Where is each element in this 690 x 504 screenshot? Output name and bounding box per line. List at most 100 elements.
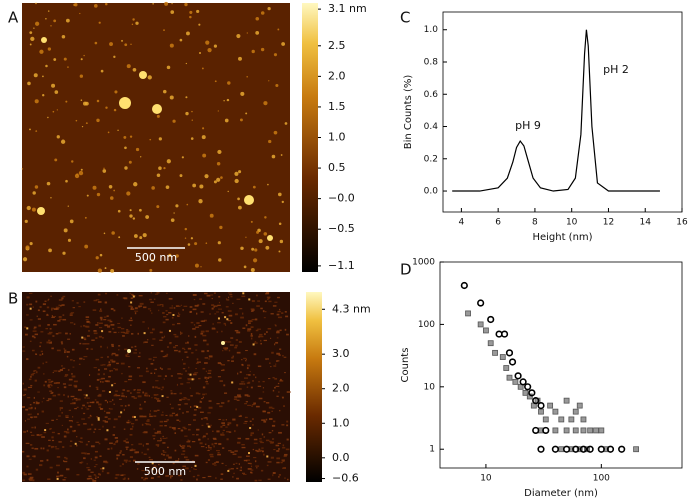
speckle [81, 452, 85, 454]
speckle [101, 330, 104, 333]
speckle [108, 391, 111, 394]
speckle [162, 442, 166, 444]
speckle [37, 391, 40, 393]
speckle [134, 312, 137, 315]
speckle [277, 442, 281, 444]
speckle [99, 316, 103, 319]
speckle [131, 293, 133, 296]
speckle [205, 377, 210, 379]
particle [99, 253, 103, 257]
speckle [202, 367, 206, 370]
particle [124, 146, 127, 150]
speckle [166, 437, 168, 439]
speckle [48, 339, 51, 342]
speckle [71, 420, 73, 423]
speckle [215, 461, 219, 463]
colorbar [302, 3, 318, 272]
particle [172, 119, 176, 123]
speckle [57, 387, 59, 389]
speckle [90, 445, 95, 448]
speckle [164, 354, 168, 357]
speckle [281, 396, 284, 398]
speckle [142, 391, 144, 394]
speckle [279, 329, 282, 332]
speckle [145, 370, 149, 373]
speckle [86, 348, 89, 350]
speckle [48, 439, 51, 441]
speckle [26, 303, 29, 306]
speckle [275, 341, 279, 344]
particle [52, 110, 55, 113]
speckle [126, 329, 129, 331]
speckle [176, 322, 181, 325]
speckle [225, 426, 228, 428]
speckle [112, 328, 115, 330]
speckle [23, 473, 27, 476]
speckle [216, 430, 220, 433]
particle [200, 266, 202, 268]
y-tick-label: 1 [429, 445, 435, 455]
speckle [246, 386, 249, 388]
speckle [236, 298, 241, 300]
speckle [65, 457, 68, 460]
speckle [197, 474, 200, 477]
speckle [123, 408, 125, 411]
speckle [258, 479, 262, 481]
particle [81, 126, 84, 128]
speckle [194, 409, 197, 411]
speckle [260, 307, 263, 310]
speckle [143, 479, 146, 481]
speckle [251, 300, 255, 303]
speckle [216, 403, 220, 405]
particle [260, 47, 265, 52]
speckle [276, 450, 280, 452]
particle [221, 341, 225, 345]
speckle [261, 419, 266, 421]
particle [163, 167, 166, 170]
speckle [166, 419, 169, 421]
speckle [153, 356, 157, 358]
speckle [281, 312, 284, 314]
speckle [89, 401, 94, 404]
speckle [46, 314, 49, 316]
speckle [262, 391, 265, 393]
speckle [73, 359, 76, 362]
particle [255, 17, 260, 21]
speckle [39, 354, 42, 356]
speckle [247, 395, 251, 397]
particle [111, 231, 115, 235]
speckle [139, 407, 143, 410]
speckle [90, 423, 94, 426]
particle [198, 23, 201, 26]
speckle [207, 438, 209, 440]
point [572, 445, 580, 453]
particle [35, 2, 37, 5]
speckle [95, 324, 99, 326]
speckle [237, 437, 242, 440]
speckle [144, 422, 148, 424]
speckle [216, 331, 219, 333]
x-tick-label: 6 [495, 218, 501, 228]
speckle [162, 450, 165, 452]
speckle [174, 449, 177, 452]
speckle [228, 314, 233, 317]
speckle [245, 401, 248, 403]
speckle [212, 463, 215, 465]
speckle [26, 465, 29, 468]
speckle [257, 365, 262, 368]
speckle [241, 359, 243, 361]
speckle [165, 414, 168, 416]
speckle [154, 397, 157, 399]
speckle [244, 420, 248, 423]
speckle [159, 420, 164, 423]
speckle [118, 345, 121, 347]
speckle [44, 429, 47, 432]
speckle [115, 354, 119, 357]
speckle [192, 328, 196, 330]
speckle [223, 322, 226, 325]
speckle [198, 377, 201, 380]
speckle [86, 335, 90, 337]
speckle [124, 348, 128, 351]
speckle [95, 299, 100, 301]
